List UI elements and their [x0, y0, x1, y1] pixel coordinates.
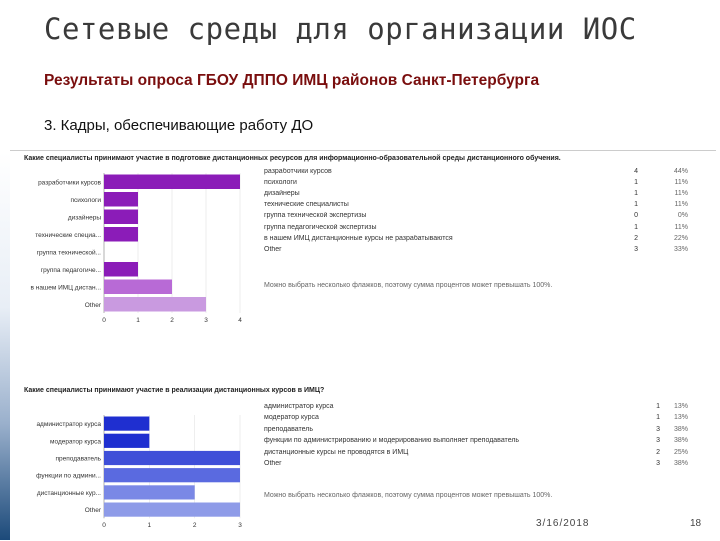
- chart1-question: Какие специалисты принимают участие в по…: [24, 155, 561, 162]
- chart2-row-label: Other: [264, 460, 282, 467]
- chart1-category-label: психологи: [70, 197, 101, 204]
- chart2-bar: [104, 450, 240, 466]
- chart2-row-count: 1: [656, 403, 660, 410]
- chart2-bar: [104, 485, 195, 500]
- chart2-row-label: администратор курса: [264, 403, 334, 410]
- chart2-category-label: модератор курса: [50, 438, 101, 445]
- slide-date: 3/16/2018: [536, 518, 590, 529]
- chart1-row-count: 4: [634, 168, 638, 175]
- chart1-category-label: дизайнеры: [68, 213, 101, 221]
- chart2-row-percent: 38%: [673, 425, 688, 433]
- chart2-row-count: 2: [656, 448, 660, 456]
- chart1-bar: [104, 262, 138, 277]
- chart1-row-count: 1: [634, 223, 638, 231]
- chart1-row-count: 1: [634, 190, 638, 198]
- chart1-row-label: группа технической экспертизы: [264, 212, 367, 220]
- chart1-row-count: 2: [634, 234, 638, 242]
- chart1-category-label: Other: [85, 302, 102, 309]
- chart1-bar: [104, 209, 138, 224]
- slide-subtitle: Результаты опроса ГБОУ ДППО ИМЦ районов …: [44, 72, 540, 89]
- chart1-row-percent: 11%: [674, 201, 689, 209]
- chart2-row-count: 1: [656, 414, 660, 422]
- chart1-row-percent: 11%: [674, 223, 689, 231]
- chart1-row-label: разработчики курсов: [264, 168, 332, 175]
- chart2-bar: [104, 433, 150, 448]
- chart2-row-count: 3: [656, 460, 660, 467]
- survey-results-screenshot: Какие специалисты принимают участие в по…: [10, 150, 716, 540]
- chart2-row-count: 3: [656, 437, 660, 445]
- chart1-row-count: 0: [634, 212, 638, 220]
- chart1-row-percent: 33%: [673, 245, 688, 253]
- chart2-svg: 0 1 2 3 администратор курса модератор курса пр…: [36, 415, 242, 529]
- chart1-row-label: психологи: [264, 179, 297, 187]
- section-item: 3. Кадры, обеспечивающие работу ДО: [44, 117, 314, 134]
- chart2-row-percent: 13%: [673, 403, 688, 410]
- chart1-row-percent: 11%: [674, 179, 689, 187]
- chart-panel-1: Какие специалисты принимают участие в по…: [10, 151, 716, 351]
- chart1-bar: [104, 297, 206, 312]
- chart1-category-label: группа технической...: [37, 248, 101, 256]
- chart1-tick-label: 3: [204, 317, 208, 324]
- chart1-row-count: 1: [634, 179, 638, 187]
- chart2-note: Можно выбрать несколько флажков, поэтому…: [264, 492, 553, 499]
- chart1-category-label: технические специа...: [35, 232, 101, 239]
- chart1-row-count: 3: [634, 245, 638, 253]
- chart1-category-label: в нашем ИМЦ дистан...: [31, 284, 102, 291]
- chart2-row-label: функции по администрированию и модериров…: [264, 437, 520, 445]
- chart2-tick-label: 1: [148, 522, 152, 529]
- chart2-row-percent: 25%: [673, 448, 688, 456]
- chart2-bar: [104, 416, 150, 431]
- chart1-row-label: дизайнеры: [264, 190, 300, 198]
- chart1-row-percent: 22%: [673, 234, 688, 242]
- chart2-bar: [104, 502, 240, 517]
- chart1-note: Можно выбрать несколько флажков, поэтому…: [264, 282, 553, 289]
- chart1-tick-label: 0: [102, 317, 106, 324]
- chart2-category-label: дистанционные кур...: [37, 490, 101, 497]
- chart2-bar: [104, 468, 240, 483]
- chart1-svg: 0 1 2 3 4 разработчики курсов психологи дизайне…: [31, 173, 242, 324]
- chart1-row-percent: 11%: [674, 190, 689, 198]
- chart1-bar: [104, 174, 240, 189]
- chart1-tick-label: 4: [238, 317, 242, 324]
- chart1-row-label: в нашем ИМЦ дистанционные курсы не разра…: [264, 234, 453, 242]
- chart2-tick-label: 2: [193, 522, 197, 529]
- chart1-row-label: Other: [264, 245, 282, 253]
- slide-page-number: 18: [690, 518, 702, 529]
- chart1-row-percent: 44%: [673, 168, 688, 175]
- chart1-bar: [104, 192, 138, 207]
- chart1-row-label: технические специалисты: [264, 201, 349, 209]
- chart2-row-label: дистанционные курсы не проводятся в ИМЦ: [264, 448, 409, 456]
- chart1-tick-label: 1: [136, 317, 140, 324]
- slide-title: Сетевые среды для организации ИОС: [44, 12, 637, 46]
- decorative-side-bar: [0, 152, 10, 540]
- chart1-category-label: разработчики курсов: [38, 178, 101, 186]
- chart1-row-label: группа педагогической экспертизы: [264, 223, 377, 231]
- chart1-row-percent: 0%: [677, 212, 688, 220]
- chart1-category-label: группа педагогиче...: [41, 267, 101, 274]
- chart2-row-label: модератор курса: [264, 414, 319, 422]
- chart1-tick-label: 2: [170, 317, 174, 324]
- chart2-row-percent: 38%: [673, 437, 688, 445]
- chart2-category-label: Other: [85, 507, 102, 514]
- chart2-row-percent: 38%: [673, 460, 688, 467]
- chart2-row-count: 3: [656, 425, 660, 433]
- chart2-category-label: администратор курса: [36, 421, 101, 428]
- chart2-tick-label: 0: [102, 522, 106, 529]
- chart-panel-2: Какие специалисты принимают участие в ре…: [10, 383, 716, 541]
- chart1-row-count: 1: [634, 201, 638, 209]
- chart2-category-label: функции по админи...: [36, 473, 101, 480]
- chart2-question: Какие специалисты принимают участие в ре…: [24, 387, 325, 394]
- chart1-bar: [104, 227, 138, 242]
- chart2-row-label: преподаватель: [264, 425, 313, 433]
- chart2-category-label: преподаватель: [56, 456, 102, 463]
- chart2-tick-label: 3: [238, 522, 242, 529]
- chart1-bar: [104, 279, 172, 294]
- chart2-row-percent: 13%: [673, 414, 688, 422]
